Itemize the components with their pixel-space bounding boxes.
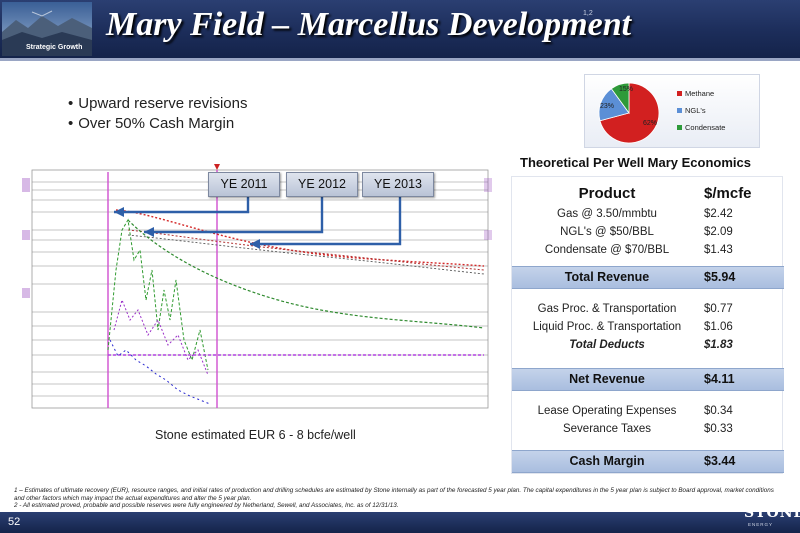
row-label: Condensate @ $70/BBL [544, 244, 670, 256]
row-label: Total Revenue [564, 270, 650, 284]
legend-condensate: Condensate [685, 123, 725, 132]
row-value: $2.09 [704, 226, 733, 238]
row-label: NGL's @ $50/BBL [560, 226, 654, 238]
bullet-item: Upward reserve revisions [68, 94, 247, 114]
pie-slice-condensate [610, 82, 630, 115]
pie-label-condensate: 15% [619, 86, 633, 93]
stone-energy-logo: STONE [744, 505, 800, 521]
legend-ngl: NGL's [685, 106, 706, 115]
row-label: Lease Operating Expenses [537, 405, 677, 417]
row-label: Cash Margin [569, 454, 645, 468]
bullet-list: Upward reserve revisions Over 50% Cash M… [68, 94, 248, 134]
production-decline-chart [18, 160, 496, 418]
row-value: $5.94 [704, 270, 736, 284]
footer-bar [0, 512, 800, 533]
title-superscript: 1,2 [583, 10, 593, 17]
stone-energy-logo-sub: ENERGY [748, 522, 774, 527]
bullet-item: Over 50% Cash Margin [68, 114, 248, 134]
economics-title: Theoretical Per Well Mary Economics [520, 155, 751, 170]
unit-header: $/mcfe [704, 185, 752, 202]
pie-label-methane: 62% [643, 120, 657, 127]
row-value: $1.06 [704, 321, 733, 333]
row-value: $0.33 [704, 423, 733, 435]
product-header: Product [578, 185, 636, 202]
row-label: Net Revenue [569, 372, 645, 386]
footnotes: 1 – Estimates of ultimate recovery (EUR)… [14, 487, 779, 510]
row-value: $2.42 [704, 208, 733, 220]
legend-swatch-ngl [677, 108, 682, 113]
economics-table: Product $/mcfe Gas @ 3.50/mmbtu $2.42 NG… [511, 176, 784, 474]
product-mix-pie-chart: 62% 23% 15% Methane NGL's Condensate [584, 74, 760, 148]
tagline: Strategic Growth [26, 44, 83, 51]
row-value: $1.83 [704, 339, 733, 351]
total-revenue-row: Total Revenue $5.94 [512, 266, 784, 289]
row-value: $1.43 [704, 244, 733, 256]
pie-label-ngl: 23% [600, 103, 614, 110]
page-title: Mary Field – Marcellus Development [106, 6, 632, 43]
ye-2011-label: YE 2011 [208, 172, 280, 197]
page-number: 52 [8, 516, 21, 528]
header-band [0, 0, 800, 58]
ye-2013-label: YE 2013 [362, 172, 434, 197]
landscape-logo [2, 2, 92, 56]
legend-swatch-methane [677, 91, 682, 96]
ye-2012-label: YE 2012 [286, 172, 358, 197]
row-value: $0.77 [704, 303, 733, 315]
row-label: Gas @ 3.50/mmbtu [557, 208, 657, 220]
legend-swatch-condensate [677, 125, 682, 130]
row-value: $3.44 [704, 454, 736, 468]
footnote-2: 2 - All estimated proved, probable and p… [14, 502, 399, 510]
header-underline [0, 58, 800, 61]
chart-caption: Stone estimated EUR 6 - 8 bcfe/well [155, 428, 356, 442]
net-revenue-row: Net Revenue $4.11 [512, 368, 784, 391]
row-label: Liquid Proc. & Transportation [532, 321, 682, 333]
row-value: $4.11 [704, 372, 735, 386]
row-label: Total Deducts [569, 339, 645, 351]
row-value: $0.34 [704, 405, 733, 417]
row-label: Severance Taxes [562, 423, 651, 435]
cash-margin-row: Cash Margin $3.44 [512, 450, 784, 473]
row-label: Gas Proc. & Transportation [537, 303, 677, 315]
footnote-1: 1 – Estimates of ultimate recovery (EUR)… [14, 487, 774, 502]
legend-methane: Methane [685, 89, 714, 98]
